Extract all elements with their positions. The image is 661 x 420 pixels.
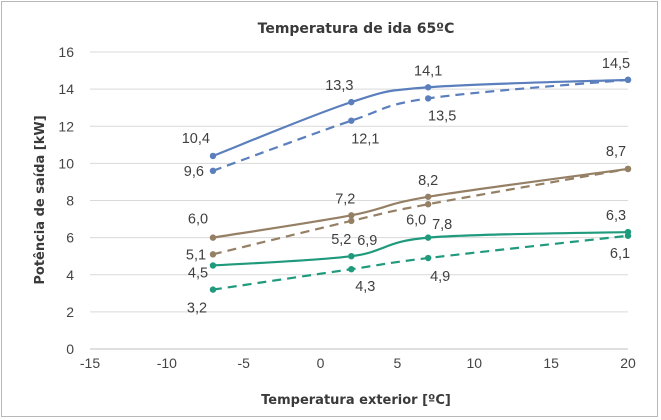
- x-tick-label: 5: [394, 355, 402, 371]
- data-label: 7,2: [335, 191, 355, 207]
- data-point: [348, 212, 355, 219]
- gridlines: [90, 51, 628, 313]
- x-tick-labels: -15 -10 -5 0 5 10 15 20: [80, 355, 636, 371]
- data-label: 5,2: [331, 232, 351, 248]
- data-point: [209, 167, 217, 174]
- data-point: [348, 117, 355, 124]
- data-label: 5,1: [186, 247, 206, 263]
- y-tick-label: 14: [58, 81, 74, 97]
- data-label: 14,1: [414, 63, 442, 79]
- data-point: [424, 193, 432, 200]
- series-line-dashed: [212, 234, 629, 291]
- data-point: [348, 217, 355, 225]
- series-line-solid: [212, 230, 629, 267]
- data-label: 3,2: [187, 301, 207, 317]
- data-label: 6,1: [610, 246, 630, 262]
- data-label: 4,3: [355, 279, 375, 295]
- y-tick-label: 16: [58, 44, 74, 60]
- data-label: 6,3: [606, 208, 626, 224]
- x-tick-label: 20: [620, 355, 636, 371]
- y-tick-label: 12: [58, 118, 74, 134]
- data-point: [624, 232, 632, 239]
- data-label: 10,4: [182, 131, 210, 147]
- data-label: 4,5: [188, 265, 208, 281]
- data-label: 12,1: [351, 132, 379, 148]
- series-group: [209, 76, 632, 293]
- data-label: 13,3: [325, 78, 353, 94]
- data-labels: 10,4 13,3 14,1 14,5 9,6 12,1 13,5 6,0 7,2 8,2 8,7 5…: [182, 56, 630, 317]
- x-tick-label: 0: [317, 355, 325, 371]
- data-label: 9,6: [184, 164, 204, 180]
- series-line-dashed: [212, 78, 629, 172]
- series-line-solid: [212, 78, 629, 157]
- y-tick-label: 2: [66, 304, 74, 320]
- x-axis-title: Temperatura exterior [ºC]: [261, 393, 451, 408]
- chart-title: Temperatura de ida 65ºC: [258, 21, 455, 37]
- data-point: [424, 254, 432, 262]
- data-label: 13,5: [428, 108, 456, 124]
- data-label: 6,0: [188, 212, 208, 228]
- data-point: [348, 98, 355, 106]
- data-point: [424, 201, 432, 208]
- y-tick-label: 6: [66, 230, 74, 246]
- data-label: 4,9: [430, 269, 450, 285]
- data-point: [209, 152, 217, 160]
- data-label: 8,2: [418, 173, 438, 189]
- data-point: [424, 84, 432, 91]
- y-tick-label: 4: [66, 267, 74, 283]
- x-tick-label: 15: [543, 355, 559, 371]
- data-label: 8,7: [606, 144, 626, 160]
- data-label: 14,5: [602, 56, 630, 72]
- data-label: 7,8: [432, 217, 452, 233]
- data-point: [348, 252, 355, 260]
- series-line-solid: [212, 167, 629, 239]
- y-axis-title: Potência de saída [kW]: [33, 115, 48, 284]
- data-point: [209, 234, 217, 241]
- y-tick-label: 10: [58, 155, 74, 171]
- data-point: [424, 95, 432, 102]
- data-point: [209, 286, 217, 293]
- y-tick-label: 8: [66, 193, 74, 209]
- series-line-dashed: [212, 167, 629, 256]
- y-tick-labels: 0 2 4 6 8 10 12 14 16: [58, 44, 74, 357]
- data-point: [624, 76, 632, 84]
- data-point: [209, 262, 217, 269]
- data-label: 6,0: [406, 213, 426, 229]
- x-tick-label: -15: [80, 355, 100, 371]
- data-point: [424, 234, 432, 241]
- data-point: [209, 251, 217, 258]
- y-tick-label: 0: [66, 341, 74, 357]
- x-tick-label: -5: [237, 355, 250, 371]
- x-tick-label: 10: [466, 355, 482, 371]
- x-tick-label: -10: [157, 355, 177, 371]
- data-point: [348, 265, 355, 273]
- data-point: [624, 165, 632, 173]
- data-label: 6,9: [357, 233, 377, 249]
